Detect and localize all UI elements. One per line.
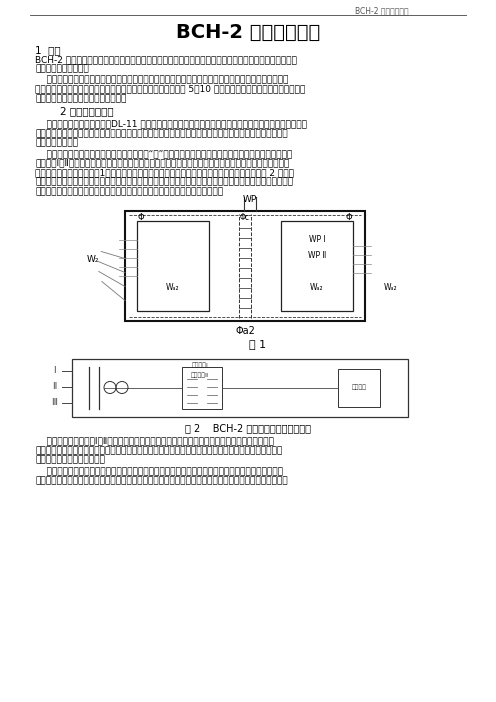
- Bar: [72, 359, 408, 416]
- Text: WP: WP: [243, 194, 257, 204]
- Text: BCH-2 型差动继电器: BCH-2 型差动继电器: [176, 23, 320, 42]
- Text: BCH-2 型差动继电器（以下简称继电器）用于两绕组或三绕组电力变压器以及交流发电机的单相差动保护: BCH-2 型差动继电器（以下简称继电器）用于两绕组或三绕组电力变压器以及交流发…: [35, 55, 297, 64]
- Text: Ⅲ: Ⅲ: [51, 398, 57, 407]
- Text: 性在更广的范围内进行整定。: 性在更广的范围内进行整定。: [35, 456, 105, 465]
- Text: Wₐ₂: Wₐ₂: [166, 282, 180, 291]
- Text: Φc: Φc: [240, 213, 250, 222]
- Text: Ⅱ: Ⅱ: [52, 382, 56, 391]
- Text: 变流器和执行元件放在一个总的盒子里，为了便于对执行元件进行单独的实验和试验变流器特性的需: 变流器和执行元件放在一个总的盒子里，为了便于对执行元件进行单独的实验和试验变流器…: [35, 467, 283, 476]
- Text: 平衡绕组Ⅱ: 平衡绕组Ⅱ: [191, 373, 209, 378]
- Text: WP Ⅱ: WP Ⅱ: [308, 251, 326, 260]
- Text: 要，执行元件的线圈与变流器的二次绕组、平衡绕组与工作绕组是通过连接板进行相互连接的，因而可以在: 要，执行元件的线圈与变流器的二次绕组、平衡绕组与工作绕组是通过连接板进行相互连接…: [35, 477, 288, 486]
- Text: 图 1: 图 1: [249, 340, 266, 350]
- Bar: [182, 366, 222, 409]
- Text: 图 2    BCH-2 型差动继电器原理接线图: 图 2 BCH-2 型差动继电器原理接线图: [185, 423, 311, 434]
- Text: 除后电压恢复时出现很大的励磁涌流，其瞬时値常达额定电流的 5＾10 倍，这时差动保护不应误动作，但发生: 除后电压恢复时出现很大的励磁涌流，其瞬时値常达额定电流的 5＾10 倍，这时差动…: [35, 84, 305, 93]
- Text: 平衡绕组Ⅰ: 平衡绕组Ⅰ: [191, 362, 208, 368]
- Text: 由于具有平衡绕组，且每隔一匹有一抽头，以便调整用以消除由于电流互感器变化不一致等原因所引起的平衡: 由于具有平衡绕组，且每隔一匹有一抽头，以便调整用以消除由于电流互感器变化不一致等…: [35, 178, 293, 187]
- Text: Φ: Φ: [138, 213, 144, 222]
- Text: Wₐ₂: Wₐ₂: [384, 283, 398, 292]
- Text: 工作绕组: 工作绕组: [352, 385, 367, 390]
- Bar: [338, 369, 380, 406]
- Text: 工作绕组、平衡绕组Ⅰ、Ⅱ和短路绕组均可以满足很多种整定値的要求，继电器整定板上的数字即: 工作绕组、平衡绕组Ⅰ、Ⅱ和短路绕组均可以满足很多种整定値的要求，继电器整定板上的…: [35, 437, 274, 446]
- Text: 变流器的导磁体是一个三柱形铁芯，用几组“山”形导磁片叠装而成，在导磁体的中柱上防置工作绕组，: 变流器的导磁体是一个三柱形铁芯，用几组“山”形导磁片叠装而成，在导磁体的中柱上防…: [35, 149, 292, 158]
- Text: W₂: W₂: [87, 256, 99, 265]
- Text: 电流的效应，具有两个平衡绕组就使得继电器能用于保护三绕组的电力变压器。: 电流的效应，具有两个平衡绕组就使得继电器能用于保护三绕组的电力变压器。: [35, 187, 223, 196]
- Text: 差动继电器由两部分组成：DL-11 型电流继电器和中间饱和变流器（以下简称变流器），前者作为执行元: 差动继电器由两部分组成：DL-11 型电流继电器和中间饱和变流器（以下简称变流器…: [35, 119, 307, 128]
- Text: 区内短路时，却能迅速动作切除故障。: 区内短路时，却能迅速动作切除故障。: [35, 94, 126, 103]
- Bar: [281, 220, 353, 310]
- Text: 耦变流器性能等。: 耦变流器性能等。: [35, 138, 78, 147]
- Text: 绕组在导磁体上的分布如图1，继电器的内部接线及其保护三次绕组电力变压器的原理接线图如图 2 所示，: 绕组在导磁体上的分布如图1，继电器的内部接线及其保护三次绕组电力变压器的原理接线…: [35, 168, 294, 177]
- Text: Φa2: Φa2: [235, 326, 255, 336]
- Text: 表示相应的绕组匹数，当改变整定板上的整定钉所在孔位置时，就可以便动作电流平衡作用和电流偏磁特: 表示相应的绕组匹数，当改变整定板上的整定钉所在孔位置时，就可以便动作电流平衡作用…: [35, 446, 282, 455]
- Text: Φ: Φ: [346, 213, 352, 222]
- Text: WP Ⅰ: WP Ⅰ: [309, 235, 325, 244]
- Text: 线路中，作为主保护。: 线路中，作为主保护。: [35, 65, 89, 74]
- Text: BCH-2 型差动继电器: BCH-2 型差动继电器: [355, 6, 409, 15]
- Text: 平衡绕组Ⅰ、Ⅱ和短路绕组，此短路绕组与右侧边柱上的短路绕组相连接二次绕组放在导磁体的左侧边柱上，: 平衡绕组Ⅰ、Ⅱ和短路绕组，此短路绕组与右侧边柱上的短路绕组相连接二次绕组放在导磁…: [35, 159, 289, 168]
- Text: 继电器能预防在非故障状态时出现的暂态电流的作用，例如当电力变压器空载合闸，及在穿越性短路切: 继电器能预防在非故障状态时出现的暂态电流的作用，例如当电力变压器空载合闸，及在穿…: [35, 75, 288, 84]
- Bar: [125, 211, 365, 321]
- Bar: [137, 220, 209, 310]
- Text: 件，后者具有短路绕组，它构成差动继电器的一些主要技术性能，如直流偏磁特性消除不平衡电流效应的自: 件，后者具有短路绕组，它构成差动继电器的一些主要技术性能，如直流偏磁特性消除不平…: [35, 129, 288, 138]
- Text: Ⅰ: Ⅰ: [53, 366, 55, 375]
- Text: 2 结构和工作原理: 2 结构和工作原理: [60, 107, 114, 117]
- Text: 1  用途: 1 用途: [35, 45, 61, 55]
- Text: Wₐ₂: Wₐ₂: [310, 282, 324, 291]
